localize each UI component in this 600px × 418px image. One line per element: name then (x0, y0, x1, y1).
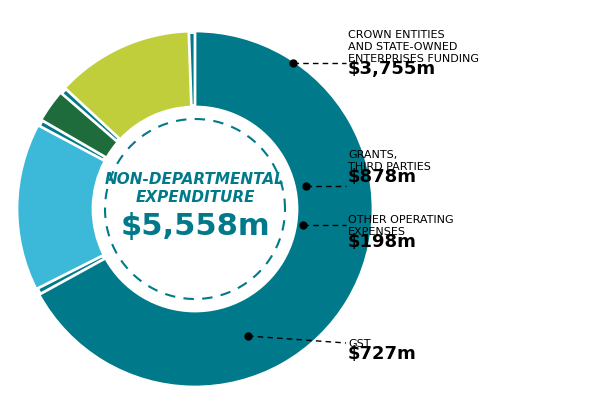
Text: GRANTS,: GRANTS, (348, 150, 397, 160)
Text: ENTERPRISES FUNDING: ENTERPRISES FUNDING (348, 54, 479, 64)
Text: CROWN ENTITIES: CROWN ENTITIES (348, 30, 445, 40)
Wedge shape (41, 92, 118, 158)
Text: OTHER OPERATING: OTHER OPERATING (348, 215, 454, 225)
Wedge shape (20, 34, 370, 384)
Wedge shape (17, 125, 105, 289)
Text: EXPENSES: EXPENSES (348, 227, 406, 237)
Text: $198m: $198m (348, 233, 417, 251)
Text: NON-DEPARTMENTAL: NON-DEPARTMENTAL (105, 171, 285, 186)
Text: AND STATE-OWNED: AND STATE-OWNED (348, 42, 457, 52)
Text: $727m: $727m (348, 345, 417, 363)
Text: $878m: $878m (348, 168, 417, 186)
Wedge shape (39, 31, 373, 387)
Wedge shape (65, 31, 191, 140)
Text: THIRD PARTIES: THIRD PARTIES (348, 162, 431, 172)
Text: GST: GST (348, 339, 371, 349)
Text: $3,755m: $3,755m (348, 60, 436, 78)
Text: EXPENDITURE: EXPENDITURE (135, 189, 255, 204)
Text: $5,558m: $5,558m (120, 212, 270, 242)
